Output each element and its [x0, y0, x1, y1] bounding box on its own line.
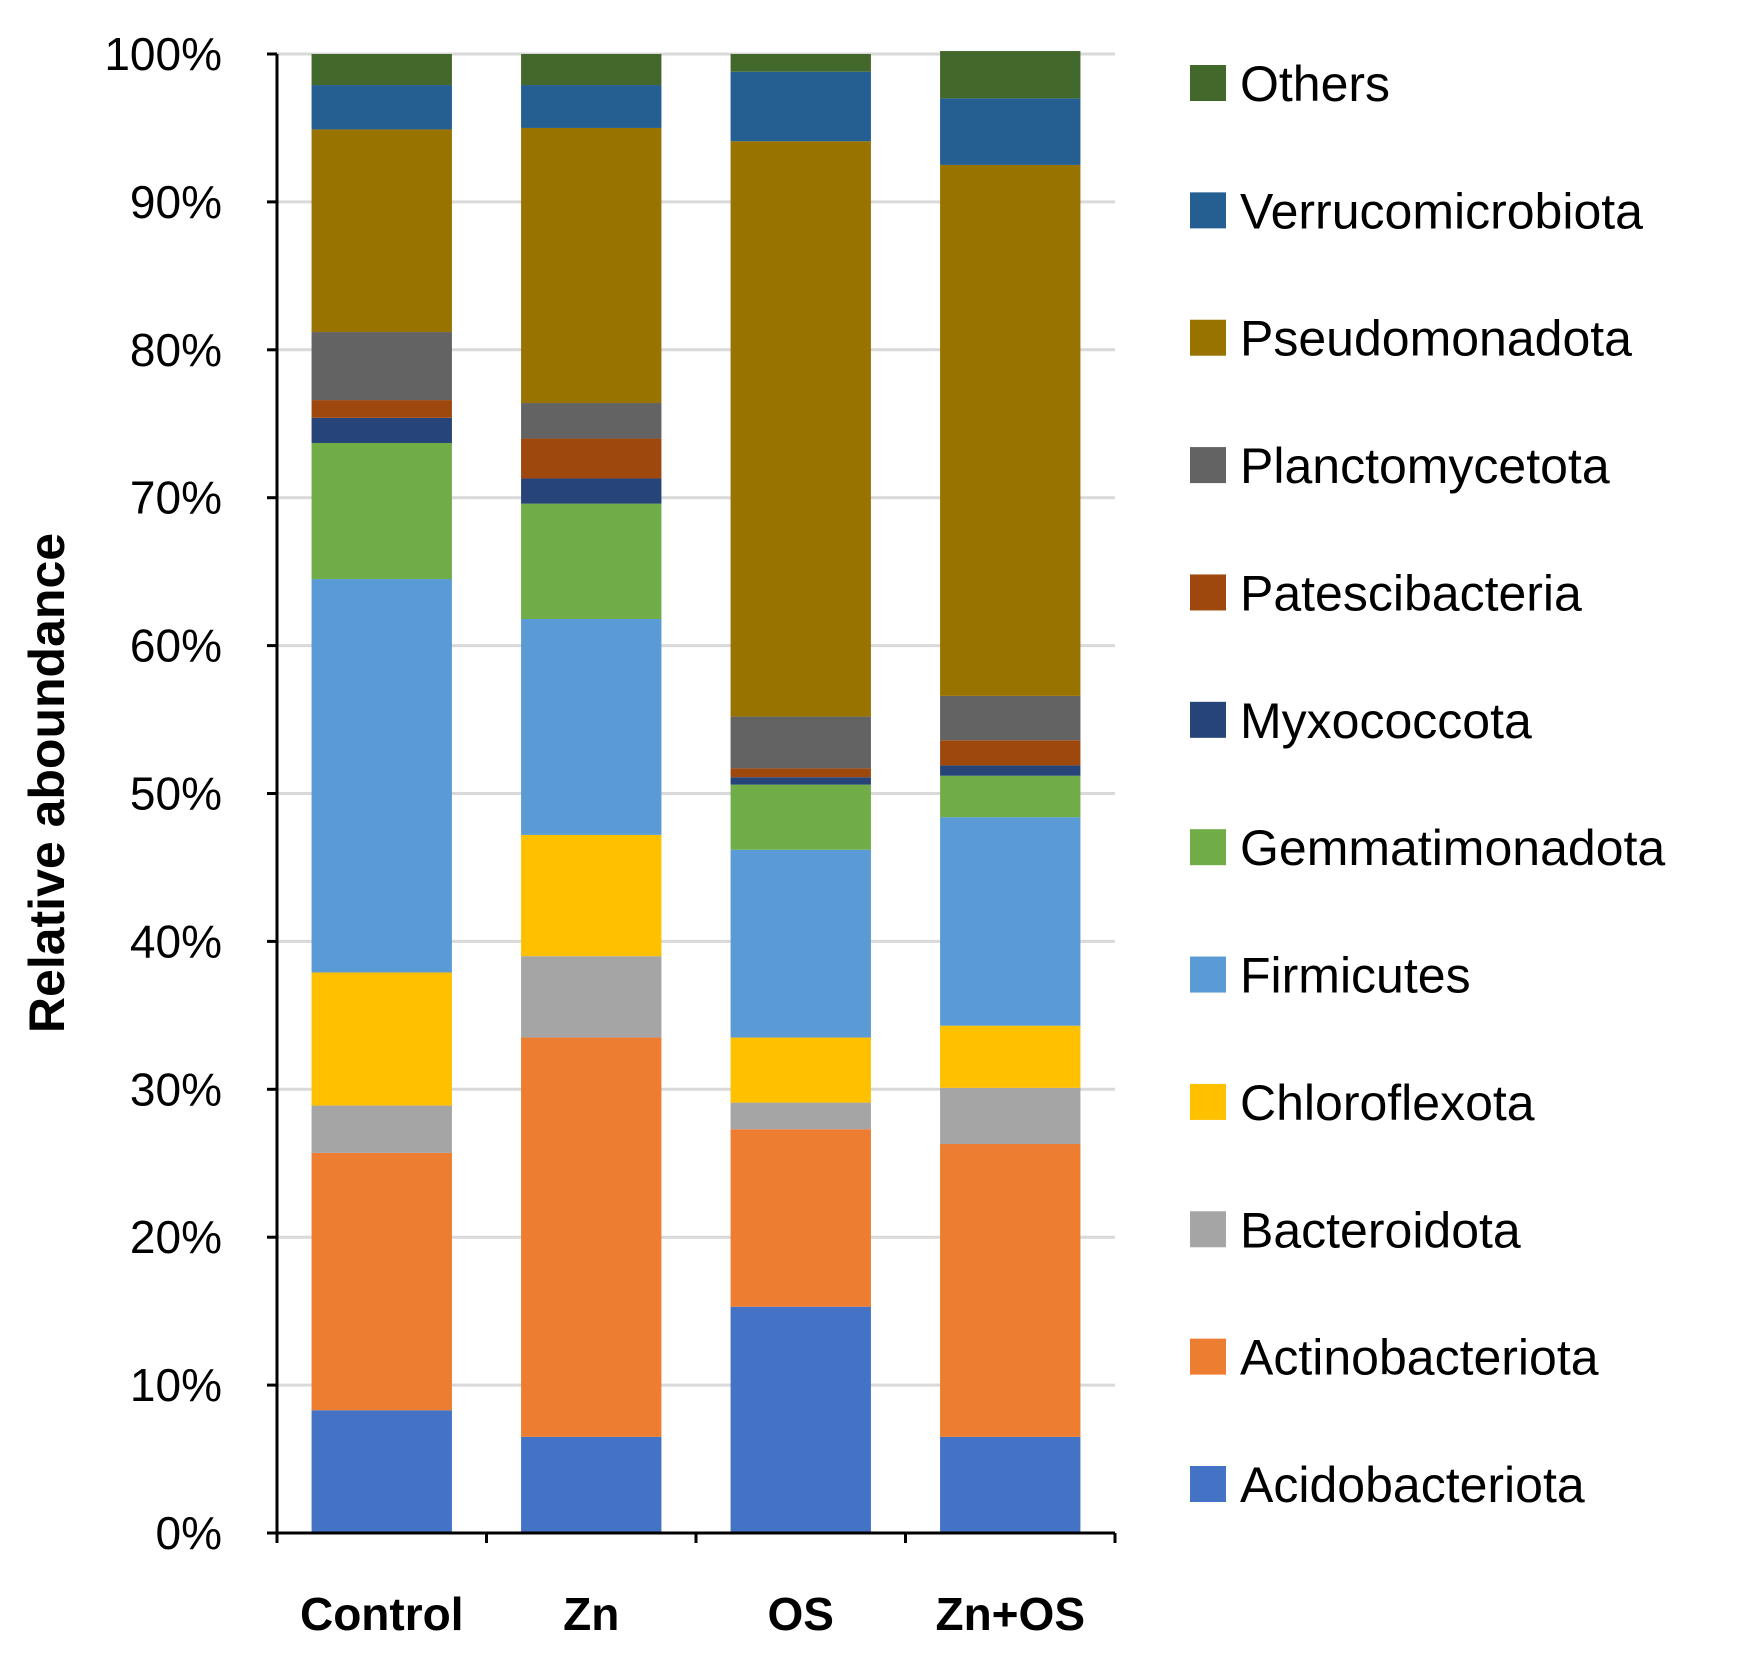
bar-segment	[521, 85, 662, 128]
bar-segment	[311, 579, 452, 973]
bar-segment	[311, 400, 452, 418]
bar-segment	[521, 618, 662, 835]
y-tick-label: 70%	[130, 472, 222, 524]
bar-segment	[521, 438, 662, 479]
legend-swatch	[1190, 447, 1226, 484]
bar-segment	[730, 1306, 871, 1533]
bar-segment	[521, 1037, 662, 1437]
bar-segment	[730, 716, 871, 769]
y-tick-label: 90%	[130, 176, 222, 228]
bar-segment	[521, 54, 662, 86]
legend-swatch	[1190, 829, 1226, 866]
y-tick-label: 0%	[156, 1507, 222, 1559]
x-tick-label: Zn	[563, 1588, 619, 1640]
bar-segment	[521, 127, 662, 404]
bar-segment	[940, 51, 1081, 99]
bar-segment	[730, 54, 871, 72]
y-axis-title: Relative aboundance	[19, 533, 75, 1033]
legend: Others Verrucomicrobiota Pseudomonadota Pla…	[1190, 56, 1665, 1513]
bar-segment	[311, 1410, 452, 1533]
y-tick-label: 80%	[130, 324, 222, 376]
bar-segment	[311, 417, 452, 443]
legend-label: Myxococcota	[1240, 693, 1532, 749]
bar-segment	[940, 164, 1081, 696]
legend-label: Bacteroidota	[1240, 1202, 1521, 1258]
y-tick-label: 60%	[130, 620, 222, 672]
bar-segment	[730, 1102, 871, 1130]
bar-segment	[311, 85, 452, 130]
bar-segment	[730, 1129, 871, 1307]
y-tick-label: 50%	[130, 768, 222, 820]
bar-segment	[940, 1144, 1081, 1437]
y-tick-label: 10%	[130, 1359, 222, 1411]
bar-segment	[940, 98, 1081, 165]
legend-label: Firmicutes	[1240, 948, 1471, 1004]
y-tick-label: 100%	[104, 28, 222, 80]
legend-swatch	[1190, 956, 1226, 993]
bar-segment	[730, 141, 871, 717]
legend-label: Pseudomonadota	[1240, 311, 1632, 367]
x-tick-label: Control	[300, 1588, 464, 1640]
bar-segment	[940, 695, 1081, 741]
bar-segment	[940, 1025, 1081, 1088]
y-tick-label: 30%	[130, 1063, 222, 1115]
bar-segment	[940, 1436, 1081, 1533]
legend-swatch	[1190, 1466, 1226, 1502]
legend-swatch	[1190, 1338, 1226, 1375]
bar-segment	[311, 1105, 452, 1153]
bar-segment	[521, 503, 662, 619]
bar-segment	[730, 768, 871, 778]
bars	[311, 51, 1081, 1533]
x-tick-labels: Control Zn OS Zn+OS	[300, 1588, 1085, 1640]
legend-label: Patescibacteria	[1240, 565, 1582, 621]
bar-segment	[521, 1436, 662, 1533]
legend-swatch	[1190, 1083, 1226, 1120]
legend-label: Chloroflexota	[1240, 1075, 1535, 1131]
bar-segment	[311, 972, 452, 1106]
bar-segment	[521, 834, 662, 957]
legend-label: Gemmatimonadota	[1240, 820, 1665, 876]
y-tick-labels: 0% 10% 20% 30% 40% 50% 60% 70% 80% 90% 100%	[104, 28, 222, 1559]
x-tick-label: OS	[768, 1588, 834, 1640]
bar-segment	[730, 849, 871, 1038]
bar-segment	[311, 129, 452, 333]
legend-swatch	[1190, 1211, 1226, 1248]
bar-segment	[521, 956, 662, 1038]
legend-swatch	[1190, 192, 1226, 229]
legend-swatch	[1190, 701, 1226, 738]
bar-segment	[311, 54, 452, 86]
axes	[267, 52, 1117, 1543]
legend-swatch	[1190, 319, 1226, 356]
bar-segment	[311, 1152, 452, 1411]
bar-segment	[940, 1087, 1081, 1145]
legend-label: Planctomycetota	[1240, 438, 1610, 494]
bar-segment	[311, 332, 452, 401]
bar-segment	[730, 1037, 871, 1103]
bar-segment	[730, 777, 871, 785]
legend-swatch	[1190, 65, 1226, 101]
legend-label: Acidobacteriota	[1240, 1457, 1585, 1513]
bar-segment	[940, 765, 1081, 776]
y-tick-label: 20%	[130, 1211, 222, 1263]
x-tick-label: Zn+OS	[935, 1588, 1085, 1640]
bar-segment	[940, 775, 1081, 818]
bar-segment	[940, 817, 1081, 1026]
bar-segment	[730, 71, 871, 142]
legend-swatch	[1190, 574, 1226, 611]
legend-label: Actinobacteriota	[1240, 1330, 1599, 1386]
legend-label: Others	[1240, 56, 1390, 112]
legend-label: Verrucomicrobiota	[1240, 183, 1643, 239]
bar-segment	[521, 478, 662, 504]
bar-segment	[730, 784, 871, 850]
bar-segment	[940, 740, 1081, 766]
y-tick-label: 40%	[130, 915, 222, 967]
bar-segment	[311, 442, 452, 580]
bar-segment	[521, 403, 662, 439]
